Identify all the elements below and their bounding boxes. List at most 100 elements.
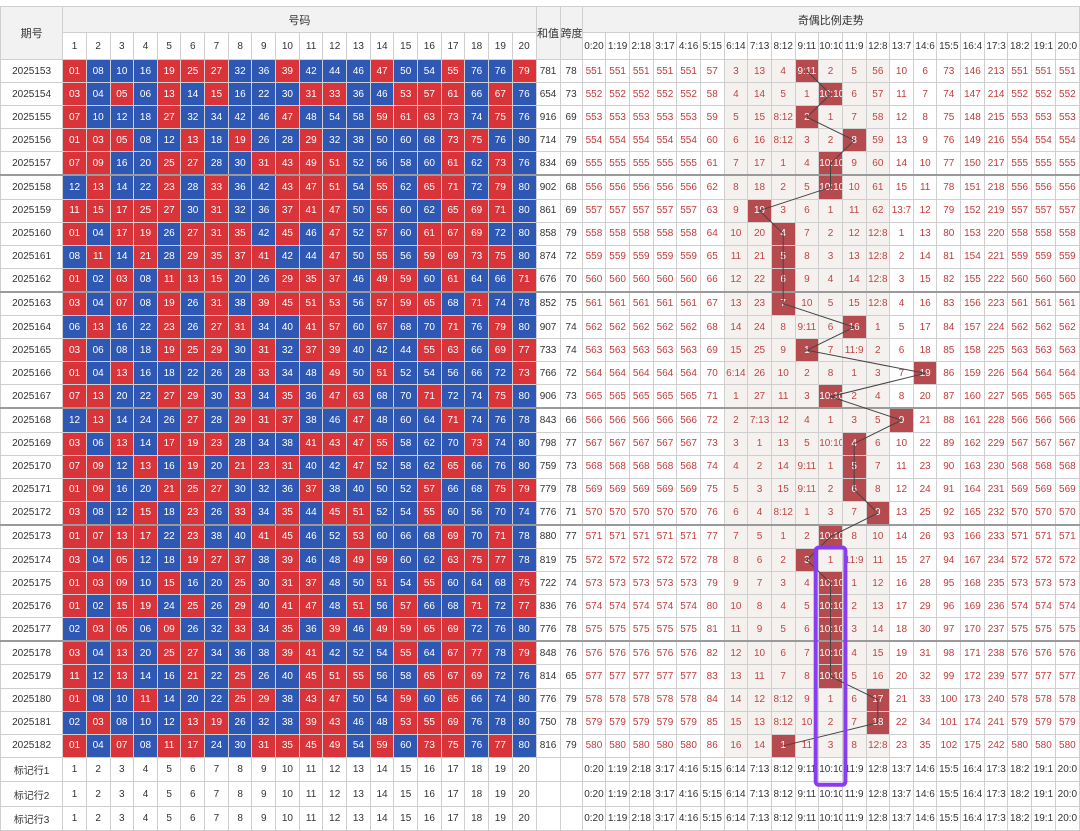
marker-number-cell[interactable]: 13: [346, 756, 371, 783]
marker-ratio-cell[interactable]: 1:19: [605, 805, 630, 831]
marker-number-cell[interactable]: 11: [298, 756, 324, 783]
marker-number-cell[interactable]: 4: [133, 756, 158, 783]
marker-number-cell[interactable]: 1: [62, 756, 87, 783]
marker-ratio-cell[interactable]: 13:7: [889, 756, 914, 783]
marker-ratio-cell[interactable]: 16:4: [960, 781, 985, 807]
marker-ratio-cell[interactable]: 17:3: [983, 756, 1009, 783]
draw-row[interactable]: 2025163 03 04 07 08 19 26 31 38 39 45 51 53 56 57 59 65 6…: [0, 290, 1080, 317]
marker-ratio-cell[interactable]: 4:16: [676, 781, 701, 807]
draw-row[interactable]: 2025180 01 08 10 11 14 20 22 25 29 38 43 47 50 54 59 60 6…: [0, 687, 1080, 712]
marker-number-cell[interactable]: 18: [464, 805, 489, 831]
marker-ratio-cell[interactable]: 18:2: [1007, 756, 1033, 783]
marker-number-cell[interactable]: 8: [227, 805, 253, 831]
marker-ratio-cell[interactable]: 10:10: [818, 756, 843, 783]
marker-ratio-cell[interactable]: 11:9: [841, 781, 867, 807]
marker-ratio-cell[interactable]: 2:18: [628, 781, 654, 807]
marker-row[interactable]: 标记行3 1 2 3 4 5 6 7 8 9 10 11 12 13 14 15 16 17 18 19 20 0:20 1…: [0, 805, 1080, 831]
marker-ratio-cell[interactable]: 5:15: [699, 805, 725, 831]
marker-number-cell[interactable]: 10: [275, 805, 300, 831]
marker-number-cell[interactable]: 15: [393, 805, 419, 831]
draw-row[interactable]: 2025156 01 03 05 08 12 13 18 19 26 28 29 32 38 50 60 68 7…: [0, 128, 1080, 153]
draw-row[interactable]: 2025175 01 03 09 10 15 16 20 25 30 31 37 48 50 51 54 55 6…: [0, 571, 1080, 596]
marker-ratio-cell[interactable]: 20:0: [1054, 756, 1080, 783]
marker-number-cell[interactable]: 7: [204, 756, 229, 783]
marker-number-cell[interactable]: 16: [417, 805, 442, 831]
marker-ratio-cell[interactable]: 9:11: [794, 805, 820, 831]
marker-row[interactable]: 标记行2 1 2 3 4 5 6 7 8 9 10 11 12 13 14 15 16 17 18 19 20 0:20 1…: [0, 781, 1080, 807]
draw-row[interactable]: 2025155 07 10 12 18 27 32 34 42 46 47 48 54 58 59 61 63 7…: [0, 105, 1080, 130]
marker-ratio-cell[interactable]: 2:18: [628, 756, 654, 783]
marker-number-cell[interactable]: 20: [511, 781, 537, 807]
marker-number-cell[interactable]: 4: [133, 781, 158, 807]
draw-row[interactable]: 2025181 02 03 08 10 12 13 19 26 32 38 39 43 46 48 53 55 6…: [0, 710, 1080, 735]
marker-ratio-cell[interactable]: 10:10: [818, 805, 843, 831]
marker-number-cell[interactable]: 17: [440, 756, 466, 783]
marker-number-cell[interactable]: 14: [369, 781, 395, 807]
draw-row[interactable]: 2025154 03 04 05 06 13 14 15 16 22 30 31 33 36 46 53 57 6…: [0, 82, 1080, 107]
marker-number-cell[interactable]: 1: [62, 805, 87, 831]
marker-ratio-cell[interactable]: 3:17: [652, 781, 678, 807]
marker-number-cell[interactable]: 19: [488, 805, 513, 831]
draw-row[interactable]: 2025174 03 04 05 12 18 19 27 37 38 39 46 48 49 59 60 62 6…: [0, 547, 1080, 573]
marker-number-cell[interactable]: 9: [251, 781, 277, 807]
marker-ratio-cell[interactable]: 11:9: [841, 756, 867, 783]
marker-number-cell[interactable]: 11: [298, 781, 324, 807]
draw-row[interactable]: 2025159 11 15 17 25 27 30 31 32 36 37 41 47 50 55 60 62 6…: [0, 198, 1080, 223]
marker-ratio-cell[interactable]: 3:17: [652, 756, 678, 783]
marker-ratio-cell[interactable]: 8:12: [770, 781, 796, 807]
marker-ratio-cell[interactable]: 12:8: [865, 756, 891, 783]
marker-ratio-cell[interactable]: 19:1: [1031, 756, 1056, 783]
draw-row[interactable]: 2025164 06 13 16 22 23 26 27 31 34 40 41 57 60 67 68 70 7…: [0, 315, 1080, 340]
marker-number-cell[interactable]: 20: [511, 756, 537, 783]
marker-ratio-cell[interactable]: 15:5: [936, 756, 962, 783]
marker-number-cell[interactable]: 5: [156, 805, 182, 831]
draw-row[interactable]: 2025162 01 02 03 08 11 13 15 20 26 29 35 37 46 49 59 60 6…: [0, 267, 1080, 293]
marker-number-cell[interactable]: 13: [346, 805, 371, 831]
marker-ratio-cell[interactable]: 9:11: [794, 756, 820, 783]
marker-number-cell[interactable]: 18: [464, 756, 489, 783]
marker-ratio-cell[interactable]: 6:14: [723, 781, 749, 807]
marker-number-cell[interactable]: 7: [204, 781, 229, 807]
marker-ratio-cell[interactable]: 11:9: [841, 805, 867, 831]
marker-ratio-cell[interactable]: 7:13: [747, 805, 772, 831]
marker-number-cell[interactable]: 7: [204, 805, 229, 831]
marker-ratio-cell[interactable]: 16:4: [960, 805, 985, 831]
marker-ratio-cell[interactable]: 0:20: [581, 781, 607, 807]
marker-number-cell[interactable]: 11: [298, 805, 324, 831]
marker-ratio-cell[interactable]: 12:8: [865, 781, 891, 807]
marker-number-cell[interactable]: 9: [251, 756, 277, 783]
draw-row[interactable]: 2025160 01 04 17 19 26 27 31 35 42 45 46 47 52 57 60 61 6…: [0, 221, 1080, 246]
draw-row[interactable]: 2025173 01 07 13 17 22 23 38 40 41 45 46 52 53 60 66 68 6…: [0, 523, 1080, 549]
marker-ratio-cell[interactable]: 4:16: [676, 756, 701, 783]
marker-number-cell[interactable]: 6: [180, 781, 206, 807]
marker-number-cell[interactable]: 4: [133, 805, 158, 831]
marker-number-cell[interactable]: 2: [85, 756, 111, 783]
marker-ratio-cell[interactable]: 17:3: [983, 781, 1009, 807]
draw-row[interactable]: 2025165 03 06 08 18 19 25 29 30 31 32 37 39 40 42 44 55 6…: [0, 338, 1080, 363]
marker-ratio-cell[interactable]: 15:5: [936, 781, 962, 807]
marker-ratio-cell[interactable]: 6:14: [723, 805, 749, 831]
marker-number-cell[interactable]: 16: [417, 756, 442, 783]
draw-row[interactable]: 2025168 12 13 14 24 26 27 28 29 31 37 38 46 47 48 60 64 7…: [0, 407, 1080, 433]
marker-ratio-cell[interactable]: 5:15: [699, 756, 725, 783]
draw-row[interactable]: 2025177 02 03 05 06 09 26 32 33 34 35 36 39 46 49 59 65 6…: [0, 617, 1080, 642]
draw-row[interactable]: 2025178 03 04 13 20 25 27 34 36 38 39 41 42 52 54 55 64 6…: [0, 640, 1080, 666]
marker-ratio-cell[interactable]: 19:1: [1031, 781, 1056, 807]
draw-row[interactable]: 2025182 01 04 07 08 11 17 24 30 31 35 45 49 54 59 60 73 7…: [0, 733, 1080, 758]
marker-ratio-cell[interactable]: 20:0: [1054, 805, 1080, 831]
marker-ratio-cell[interactable]: 3:17: [652, 805, 678, 831]
marker-number-cell[interactable]: 15: [393, 781, 419, 807]
marker-number-cell[interactable]: 12: [322, 781, 348, 807]
marker-number-cell[interactable]: 10: [275, 781, 300, 807]
draw-row[interactable]: 2025158 12 13 14 22 23 28 33 36 42 43 47 51 54 55 62 65 7…: [0, 174, 1080, 200]
marker-number-cell[interactable]: 8: [227, 756, 253, 783]
draw-row[interactable]: 2025176 01 02 15 19 24 25 26 29 40 41 47 48 51 56 57 66 6…: [0, 594, 1080, 619]
marker-ratio-cell[interactable]: 19:1: [1031, 805, 1056, 831]
draw-row[interactable]: 2025170 07 09 12 13 16 19 20 21 23 31 40 42 47 52 58 62 6…: [0, 454, 1080, 479]
marker-number-cell[interactable]: 3: [109, 805, 135, 831]
marker-ratio-cell[interactable]: 14:6: [912, 756, 938, 783]
marker-ratio-cell[interactable]: 8:12: [770, 805, 796, 831]
marker-number-cell[interactable]: 8: [227, 781, 253, 807]
marker-number-cell[interactable]: 12: [322, 756, 348, 783]
marker-ratio-cell[interactable]: 14:6: [912, 781, 938, 807]
